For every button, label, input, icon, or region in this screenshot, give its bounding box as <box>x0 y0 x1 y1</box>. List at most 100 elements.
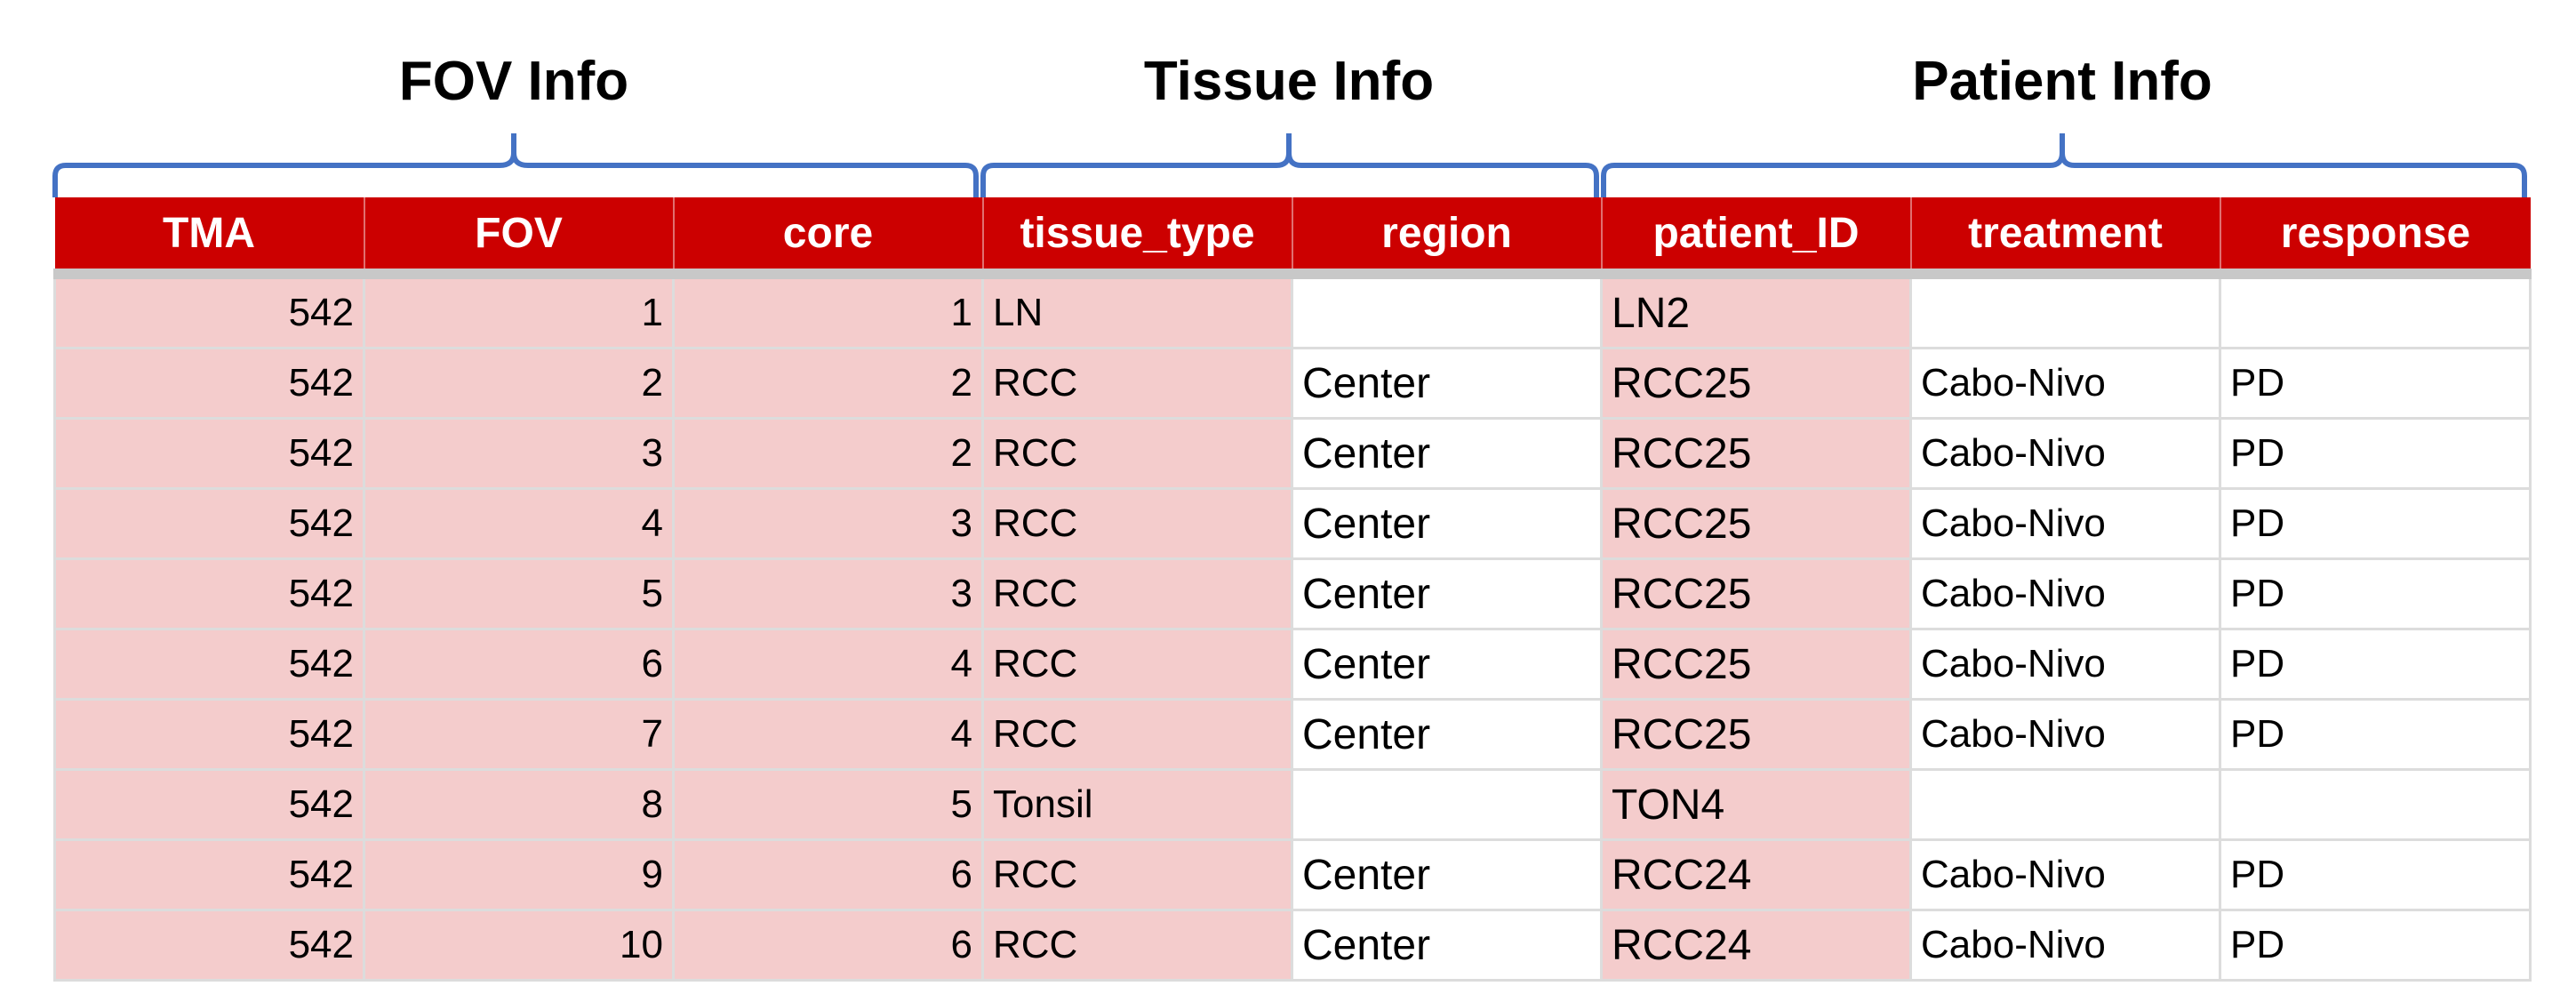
tissue-type-cell: RCC <box>981 487 1293 560</box>
tissue-info-title: Tissue Info <box>1143 51 1435 112</box>
fov-cell: 7 <box>363 698 675 771</box>
patient-id-cell: TON4 <box>1600 768 1912 841</box>
column-header-fov: FOV <box>363 197 674 279</box>
tma-cell: 542 <box>53 272 365 349</box>
fov-cell: 8 <box>363 768 675 841</box>
patient-id-cell: RCC25 <box>1600 487 1912 560</box>
table-row: 542 1 1 LN LN2 <box>53 272 2532 349</box>
tissue-type-cell: RCC <box>981 628 1293 701</box>
tma-cell: 542 <box>53 768 365 841</box>
fov-cell: 1 <box>363 272 675 349</box>
region-cell <box>1291 272 1603 349</box>
tissue-type-cell: RCC <box>981 838 1293 911</box>
core-cell: 2 <box>672 417 984 490</box>
core-cell: 4 <box>672 698 984 771</box>
response-cell: PD <box>2219 698 2532 771</box>
tissue-type-cell: Tonsil <box>981 768 1293 841</box>
response-cell: PD <box>2219 628 2532 701</box>
table-row: 542 3 2 RCC Center RCC25 Cabo-Nivo PD <box>53 417 2532 490</box>
tissue-type-cell: RCC <box>981 698 1293 771</box>
column-header-core: core <box>672 197 983 279</box>
region-cell <box>1291 768 1603 841</box>
treatment-cell: Cabo-Nivo <box>1909 417 2221 490</box>
table-row: 542 7 4 RCC Center RCC25 Cabo-Nivo PD <box>53 698 2532 771</box>
treatment-cell: Cabo-Nivo <box>1909 909 2221 982</box>
table-row: 542 6 4 RCC Center RCC25 Cabo-Nivo PD <box>53 628 2532 701</box>
core-cell: 3 <box>672 487 984 560</box>
treatment-cell: Cabo-Nivo <box>1909 347 2221 420</box>
response-cell <box>2219 272 2532 349</box>
column-header-patient-id: patient_ID <box>1600 197 1911 279</box>
treatment-cell: Cabo-Nivo <box>1909 838 2221 911</box>
core-cell: 6 <box>672 909 984 982</box>
column-header-tma: TMA <box>54 197 364 279</box>
region-cell: Center <box>1291 557 1603 630</box>
core-cell: 6 <box>672 838 984 911</box>
fov-cell: 4 <box>363 487 675 560</box>
core-cell: 5 <box>672 768 984 841</box>
column-header-treatment: treatment <box>1909 197 2220 279</box>
patient-id-cell: RCC24 <box>1600 909 1912 982</box>
table-row: 542 5 3 RCC Center RCC25 Cabo-Nivo PD <box>53 557 2532 630</box>
patient-id-cell: RCC25 <box>1600 698 1912 771</box>
column-header-response: response <box>2219 197 2531 279</box>
response-cell <box>2219 768 2532 841</box>
group-brackets <box>52 133 2527 197</box>
region-cell: Center <box>1291 417 1603 490</box>
response-cell: PD <box>2219 417 2532 490</box>
tissue-type-cell: LN <box>981 272 1293 349</box>
response-cell: PD <box>2219 487 2532 560</box>
fov-cell: 3 <box>363 417 675 490</box>
region-cell: Center <box>1291 347 1603 420</box>
treatment-cell: Cabo-Nivo <box>1909 628 2221 701</box>
tma-cell: 542 <box>53 698 365 771</box>
region-cell: Center <box>1291 838 1603 911</box>
metadata-table: TMA FOV core tissue_type region patient_… <box>53 197 2532 982</box>
fov-info-bracket <box>52 133 979 197</box>
core-cell: 4 <box>672 628 984 701</box>
patient-info-bracket <box>1601 133 2527 197</box>
column-header-tissue-type: tissue_type <box>981 197 1292 279</box>
table-row: 542 10 6 RCC Center RCC24 Cabo-Nivo PD <box>53 909 2532 982</box>
response-cell: PD <box>2219 347 2532 420</box>
patient-id-cell: RCC25 <box>1600 347 1912 420</box>
fov-cell: 2 <box>363 347 675 420</box>
fov-info-title: FOV Info <box>398 51 629 112</box>
response-cell: PD <box>2219 557 2532 630</box>
patient-id-cell: RCC25 <box>1600 417 1912 490</box>
tissue-info-bracket <box>980 133 1599 197</box>
tma-cell: 542 <box>53 347 365 420</box>
region-cell: Center <box>1291 628 1603 701</box>
table-row: 542 2 2 RCC Center RCC25 Cabo-Nivo PD <box>53 347 2532 420</box>
fov-cell: 10 <box>363 909 675 982</box>
core-cell: 2 <box>672 347 984 420</box>
tma-cell: 542 <box>53 417 365 490</box>
core-cell: 3 <box>672 557 984 630</box>
region-cell: Center <box>1291 487 1603 560</box>
treatment-cell: Cabo-Nivo <box>1909 487 2221 560</box>
patient-info-title: Patient Info <box>1912 51 2212 112</box>
tma-cell: 542 <box>53 628 365 701</box>
region-cell: Center <box>1291 909 1603 982</box>
treatment-cell: Cabo-Nivo <box>1909 698 2221 771</box>
table-row: 542 8 5 Tonsil TON4 <box>53 768 2532 841</box>
region-cell: Center <box>1291 698 1603 771</box>
table-row: 542 9 6 RCC Center RCC24 Cabo-Nivo PD <box>53 838 2532 911</box>
treatment-cell <box>1909 272 2221 349</box>
tissue-type-cell: RCC <box>981 557 1293 630</box>
core-cell: 1 <box>672 272 984 349</box>
header-row: TMA FOV core tissue_type region patient_… <box>54 197 2531 279</box>
tma-cell: 542 <box>53 838 365 911</box>
column-header-region: region <box>1291 197 1602 279</box>
fov-cell: 5 <box>363 557 675 630</box>
tissue-type-cell: RCC <box>981 417 1293 490</box>
tma-cell: 542 <box>53 487 365 560</box>
patient-id-cell: RCC25 <box>1600 628 1912 701</box>
patient-id-cell: RCC24 <box>1600 838 1912 911</box>
treatment-cell: Cabo-Nivo <box>1909 557 2221 630</box>
patient-id-cell: LN2 <box>1600 272 1912 349</box>
tissue-type-cell: RCC <box>981 909 1293 982</box>
patient-id-cell: RCC25 <box>1600 557 1912 630</box>
tma-cell: 542 <box>53 557 365 630</box>
fov-cell: 9 <box>363 838 675 911</box>
